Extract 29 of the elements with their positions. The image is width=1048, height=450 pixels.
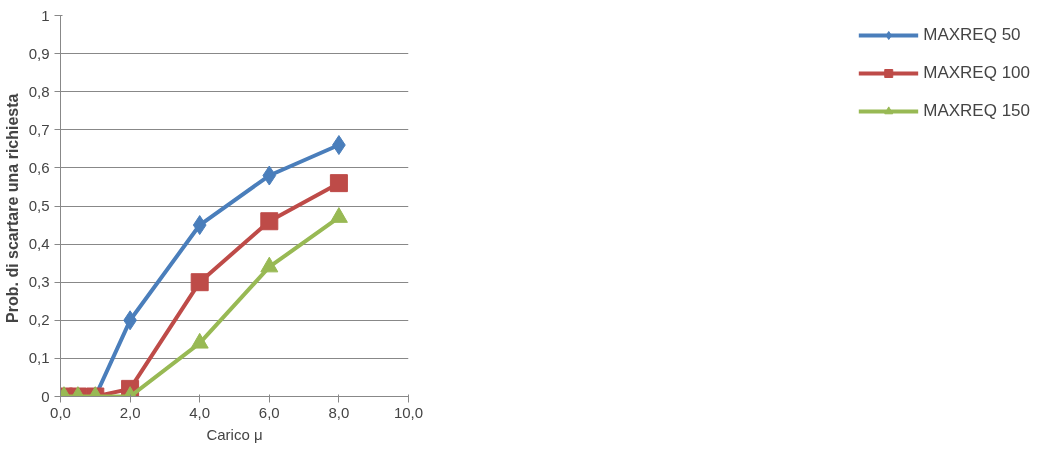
x-tick-label: 2,0 bbox=[119, 403, 141, 421]
y-tick-label: 0,9 bbox=[28, 44, 50, 62]
y-tick-label: 0,5 bbox=[28, 197, 50, 214]
y-tick-label: 0,4 bbox=[28, 235, 50, 253]
y-tick-label: 0,6 bbox=[28, 158, 50, 176]
y-tick-label: 0,2 bbox=[28, 311, 50, 329]
point bbox=[260, 256, 279, 273]
y-tick-label: 0,3 bbox=[28, 273, 50, 291]
x-tick-label: 8,0 bbox=[328, 403, 350, 421]
point bbox=[190, 332, 209, 349]
y-axis-title: Prob. di scartare una richiesta bbox=[3, 93, 21, 323]
y-tick-label: 0,8 bbox=[28, 82, 50, 100]
x-tick-label: 4,0 bbox=[189, 403, 211, 421]
x-tick-label: 6,0 bbox=[258, 403, 280, 421]
legend-label: MAXREQ 50 bbox=[923, 25, 1021, 45]
y-tick-label: 0,7 bbox=[28, 120, 50, 138]
y-tick-label: 1 bbox=[41, 6, 50, 24]
point bbox=[329, 174, 348, 193]
x-tick-label: 10,0 bbox=[393, 403, 424, 421]
legend-label: MAXREQ 100 bbox=[923, 63, 1030, 83]
legend-label: MAXREQ 150 bbox=[923, 101, 1030, 121]
point bbox=[262, 165, 277, 186]
y-tick-label: 0,1 bbox=[28, 349, 50, 367]
x-axis-title: Carico μ bbox=[206, 425, 263, 443]
point bbox=[260, 212, 279, 231]
x-tick-label: 0,0 bbox=[50, 403, 71, 421]
y-tick-label: 0 bbox=[41, 387, 50, 405]
point bbox=[192, 215, 207, 236]
point bbox=[329, 207, 348, 223]
